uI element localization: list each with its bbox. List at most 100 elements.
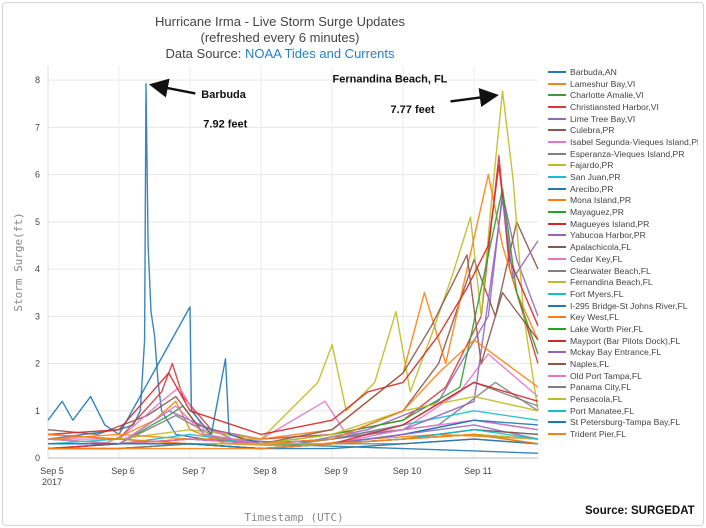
y-tick-label: 4 bbox=[35, 264, 40, 274]
legend-item[interactable]: Old Port Tampa,FL bbox=[548, 370, 698, 382]
y-tick-label: 1 bbox=[35, 406, 40, 416]
legend-item[interactable]: Clearwater Beach,FL bbox=[548, 265, 698, 277]
legend-label: Mckay Bay Entrance,FL bbox=[570, 347, 662, 358]
chart-subtitle: (refreshed every 6 minutes) bbox=[200, 30, 360, 45]
legend-label: Lake Worth Pier,FL bbox=[570, 323, 644, 334]
legend-label: Christiansted Harbor,VI bbox=[570, 101, 659, 112]
legend-item[interactable]: Fajardo,PR bbox=[548, 160, 698, 172]
y-tick-label: 8 bbox=[35, 75, 40, 85]
legend-item[interactable]: Apalachicola,FL bbox=[548, 241, 698, 253]
legend-swatch bbox=[548, 117, 566, 120]
legend-item[interactable]: Lameshur Bay,VI bbox=[548, 78, 698, 90]
legend-item[interactable]: I-295 Bridge-St Johns River,FL bbox=[548, 300, 698, 312]
legend-item[interactable]: Isabel Segunda-Vieques Island,PR bbox=[548, 136, 698, 148]
legend-item[interactable]: Christiansted Harbor,VI bbox=[548, 101, 698, 113]
legend-swatch bbox=[548, 199, 566, 202]
annotation-label: Barbuda bbox=[201, 89, 247, 101]
legend-label: Trident Pier,FL bbox=[570, 429, 627, 440]
x-tick-label: Sep 11 bbox=[464, 466, 492, 476]
annotation-arrow bbox=[450, 87, 499, 108]
legend-item[interactable]: Yabucoa Harbor,PR bbox=[548, 230, 698, 242]
legend-swatch bbox=[548, 257, 566, 260]
x-axis-title: Timestamp (UTC) bbox=[244, 511, 343, 524]
legend-item[interactable]: Mayaguez,PR bbox=[548, 206, 698, 218]
x-tick-label: Sep 8 bbox=[253, 466, 277, 476]
annotation-label: Fernandina Beach, FL bbox=[332, 74, 447, 86]
legend-label: Yabucoa Harbor,PR bbox=[570, 230, 646, 241]
legend-item[interactable]: Fernandina Beach,FL bbox=[548, 276, 698, 288]
legend-swatch bbox=[548, 351, 566, 354]
legend-item[interactable]: Barbuda,AN bbox=[548, 66, 698, 78]
data-source-link[interactable]: NOAA Tides and Currents bbox=[244, 46, 395, 61]
legend-label: Port Manatee,FL bbox=[570, 405, 635, 416]
legend-label: Arecibo,PR bbox=[570, 183, 614, 194]
legend-item[interactable]: Mona Island,PR bbox=[548, 195, 698, 207]
legend-item[interactable]: Panama City,FL bbox=[548, 382, 698, 394]
legend-swatch bbox=[548, 234, 566, 237]
legend-item[interactable]: Key West,FL bbox=[548, 311, 698, 323]
legend-swatch bbox=[548, 94, 566, 97]
legend-label: Culebra,PR bbox=[570, 125, 615, 136]
legend-item[interactable]: Arecibo,PR bbox=[548, 183, 698, 195]
legend-item[interactable]: Mayport (Bar Pilots Dock),FL bbox=[548, 335, 698, 347]
y-tick-label: 6 bbox=[35, 170, 40, 180]
legend-item[interactable]: Fort Myers,FL bbox=[548, 288, 698, 300]
y-tick-label: 0 bbox=[35, 453, 40, 463]
legend-item[interactable]: Culebra,PR bbox=[548, 124, 698, 136]
series-line bbox=[48, 353, 539, 440]
legend-item[interactable]: Magueyes Island,PR bbox=[548, 218, 698, 230]
y-axis-title: Storm Surge(ft) bbox=[12, 212, 25, 311]
legend-label: Mona Island,PR bbox=[570, 195, 632, 206]
legend-item[interactable]: Mckay Bay Entrance,FL bbox=[548, 347, 698, 359]
legend-item[interactable]: Pensacola,FL bbox=[548, 393, 698, 405]
legend-item[interactable]: San Juan,PR bbox=[548, 171, 698, 183]
legend-swatch bbox=[548, 339, 566, 342]
legend-item[interactable]: St Petersburg-Tampa Bay,FL bbox=[548, 417, 698, 429]
annotation-arrow bbox=[148, 78, 196, 98]
legend-swatch bbox=[548, 222, 566, 225]
legend-swatch bbox=[548, 82, 566, 85]
legend-item[interactable]: Charlotte Amalie,VI bbox=[548, 89, 698, 101]
legend-label: Fajardo,PR bbox=[570, 160, 614, 171]
series-line bbox=[47, 83, 539, 454]
legend-swatch bbox=[548, 316, 566, 319]
legend-label: Magueyes Island,PR bbox=[570, 218, 650, 229]
legend-swatch bbox=[548, 269, 566, 272]
chart-title: Hurricane Irma - Live Storm Surge Update… bbox=[155, 14, 405, 29]
legend-label: Charlotte Amalie,VI bbox=[570, 90, 644, 101]
legend-item[interactable]: Lime Tree Bay,VI bbox=[548, 113, 698, 125]
legend-swatch bbox=[548, 281, 566, 284]
legend-label: Barbuda,AN bbox=[570, 66, 617, 77]
legend-label: Mayport (Bar Pilots Dock),FL bbox=[570, 335, 681, 346]
legend-swatch bbox=[548, 409, 566, 412]
legend-swatch bbox=[548, 386, 566, 389]
series-line bbox=[48, 433, 539, 450]
legend-swatch bbox=[548, 374, 566, 377]
series-line bbox=[47, 164, 539, 436]
legend-swatch bbox=[548, 105, 566, 108]
x-tick-label: Sep 10 bbox=[393, 466, 422, 476]
legend-item[interactable]: Lake Worth Pier,FL bbox=[548, 323, 698, 335]
data-source-prefix: Data Source: bbox=[165, 46, 242, 61]
legend-item[interactable]: Trident Pier,FL bbox=[548, 428, 698, 440]
legend-item[interactable]: Port Manatee,FL bbox=[548, 405, 698, 417]
legend-swatch bbox=[548, 164, 566, 167]
legend-label: I-295 Bridge-St Johns River,FL bbox=[570, 300, 688, 311]
legend-item[interactable]: Cedar Key,FL bbox=[548, 253, 698, 265]
annotation-value: 7.77 feet bbox=[390, 104, 434, 116]
legend-label: Key West,FL bbox=[570, 312, 620, 323]
x-tick-label: Sep 6 bbox=[111, 466, 135, 476]
legend-item[interactable]: Naples,FL bbox=[548, 358, 698, 370]
legend-label: Fort Myers,FL bbox=[570, 288, 624, 299]
legend-item[interactable]: Esperanza-Vieques Island,PR bbox=[548, 148, 698, 160]
legend-swatch bbox=[548, 70, 566, 73]
legend-swatch bbox=[548, 292, 566, 295]
series-line bbox=[47, 306, 539, 445]
y-tick-label: 5 bbox=[35, 217, 40, 227]
legend-label: Panama City,FL bbox=[570, 382, 631, 393]
legend-label: St Petersburg-Tampa Bay,FL bbox=[570, 417, 681, 428]
y-tick-label: 7 bbox=[35, 122, 40, 132]
legend-swatch bbox=[548, 363, 566, 366]
legend-swatch bbox=[548, 421, 566, 424]
legend-label: Fernandina Beach,FL bbox=[570, 277, 653, 288]
